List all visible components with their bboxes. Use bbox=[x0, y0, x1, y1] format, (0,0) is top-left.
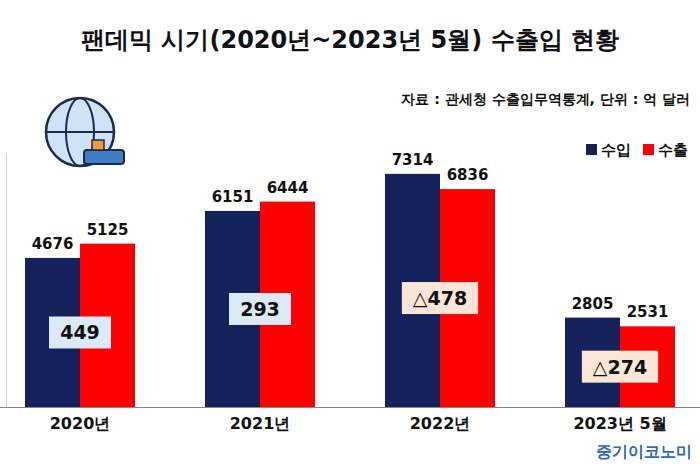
data-label: 6836 bbox=[447, 166, 489, 184]
legend-swatch bbox=[643, 144, 654, 155]
subtitle: 자료 : 관세청 수출입무역통계, 단위 : 억 달러 bbox=[401, 91, 690, 107]
x-tick-label: 2023년 5월 bbox=[573, 414, 666, 433]
x-tick-label: 2021년 bbox=[230, 414, 291, 433]
legend-swatch bbox=[586, 144, 597, 155]
icon-cargo bbox=[92, 140, 104, 150]
chart: 팬데믹 시기(2020년~2023년 5월) 수출입 현황자료 : 관세청 수출… bbox=[0, 0, 700, 467]
icon bbox=[46, 98, 124, 166]
legend-item: 수출 bbox=[643, 141, 688, 159]
x-tick: 2020년 bbox=[50, 407, 111, 433]
data-label: 2805 bbox=[572, 295, 614, 313]
legend: 수입 수출 bbox=[586, 141, 688, 159]
data-label: 6444 bbox=[267, 179, 309, 197]
balance-text: 293 bbox=[240, 298, 280, 320]
legend-label: 수입 bbox=[601, 141, 631, 159]
x-tick: 2022년 bbox=[410, 407, 471, 433]
balance-labels: 449 293 △478 △274 bbox=[49, 282, 658, 383]
balance-box bbox=[402, 282, 478, 314]
balance-box bbox=[49, 316, 111, 348]
legend-label: 수출 bbox=[658, 141, 688, 159]
data-labels: 4676 6151 7314 2805 5125 6444 6836 2531 bbox=[32, 151, 669, 321]
balance-label: 293 bbox=[229, 293, 291, 325]
x-tick: 2023년 5월 bbox=[573, 407, 666, 433]
x-axis: 2020년 2021년 2022년 2023년 5월 bbox=[0, 407, 700, 433]
x-tick: 2021년 bbox=[230, 407, 291, 433]
icon-equator bbox=[46, 131, 114, 133]
y-axis-line bbox=[6, 153, 7, 408]
balance-label: △478 bbox=[402, 282, 478, 314]
data-label: 6151 bbox=[212, 188, 254, 206]
data-label: 4676 bbox=[32, 235, 74, 253]
balance-box bbox=[582, 351, 658, 383]
x-tick-label: 2022년 bbox=[410, 414, 471, 433]
y-axis bbox=[6, 153, 7, 408]
data-label: 2531 bbox=[627, 303, 669, 321]
balance-label: △274 bbox=[582, 351, 658, 383]
title: 팬데믹 시기(2020년~2023년 5월) 수출입 현황 bbox=[81, 26, 619, 54]
bars bbox=[25, 174, 675, 407]
icon-ship bbox=[84, 150, 124, 164]
x-tick-label: 2020년 bbox=[50, 414, 111, 433]
data-label: 7314 bbox=[392, 151, 434, 169]
legend-item: 수입 bbox=[586, 141, 631, 159]
balance-label: 449 bbox=[49, 316, 111, 348]
balance-text: △274 bbox=[593, 356, 647, 378]
balance-text: △478 bbox=[413, 287, 467, 309]
x-axis-line bbox=[0, 407, 700, 408]
data-label: 5125 bbox=[87, 221, 129, 239]
annotation: 중기이코노미 bbox=[596, 442, 692, 461]
balance-box bbox=[229, 293, 291, 325]
balance-text: 449 bbox=[60, 321, 100, 343]
